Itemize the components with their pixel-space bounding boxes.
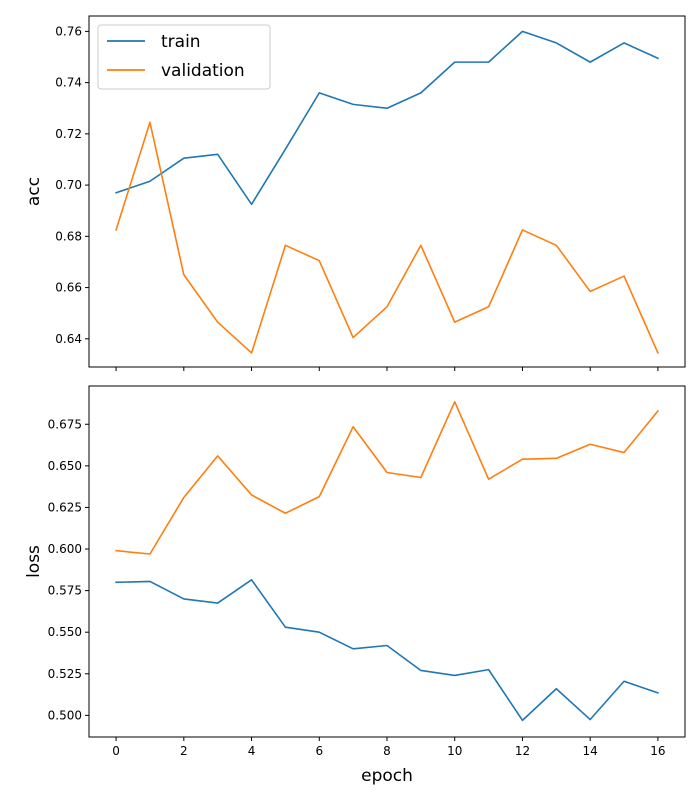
y-tick-label: 0.525 xyxy=(48,667,82,681)
x-tick-label: 4 xyxy=(248,744,256,758)
y-tick-label: 0.625 xyxy=(48,500,82,514)
y-axis-title: loss xyxy=(24,545,44,578)
x-tick-label: 16 xyxy=(650,744,665,758)
chart-panel-loss: 0 2 4 6 8 10 12 14 16 0.500 0.525 0.550 0.575 0.600 0.… xyxy=(24,385,686,786)
y-tick-label: 0.550 xyxy=(48,625,82,639)
x-tick-label: 12 xyxy=(515,744,530,758)
y-tick-label: 0.64 xyxy=(55,332,82,346)
series-line-series-1 xyxy=(115,578,659,722)
x-tick-label: 8 xyxy=(383,744,391,758)
x-tick-label: 2 xyxy=(180,744,188,758)
y-tick-label: 0.68 xyxy=(55,229,82,243)
y-tick-label: 0.74 xyxy=(55,76,82,90)
plot-frame xyxy=(88,385,686,738)
legend-label-train: train xyxy=(161,32,201,52)
series-line-train xyxy=(115,30,659,206)
series-line-series-2 xyxy=(115,400,660,555)
series-line-validation xyxy=(115,121,659,354)
x-tick-label: 0 xyxy=(112,744,120,758)
y-tick-label: 0.72 xyxy=(55,127,82,141)
x-tick-label: 6 xyxy=(315,744,323,758)
x-tick-label: 10 xyxy=(447,744,462,758)
y-tick-label: 0.675 xyxy=(48,417,82,431)
y-tick-label: 0.76 xyxy=(55,24,82,38)
y-axis-title: acc xyxy=(24,177,44,206)
y-tick-label: 0.500 xyxy=(48,708,82,722)
x-axis-title: epoch xyxy=(361,766,413,786)
legend-label-validation: validation xyxy=(161,61,245,81)
y-tick-label: 0.66 xyxy=(55,281,82,295)
y-tick-label: 0.600 xyxy=(48,542,82,556)
y-tick-label: 0.70 xyxy=(55,178,82,192)
y-tick-label: 0.650 xyxy=(48,459,82,473)
y-tick-label: 0.575 xyxy=(48,584,82,598)
x-tick-label: 14 xyxy=(583,744,598,758)
chart-panel-acc: 0.64 0.66 0.68 0.70 0.72 0.74 0.76 acc train vali… xyxy=(24,15,686,371)
